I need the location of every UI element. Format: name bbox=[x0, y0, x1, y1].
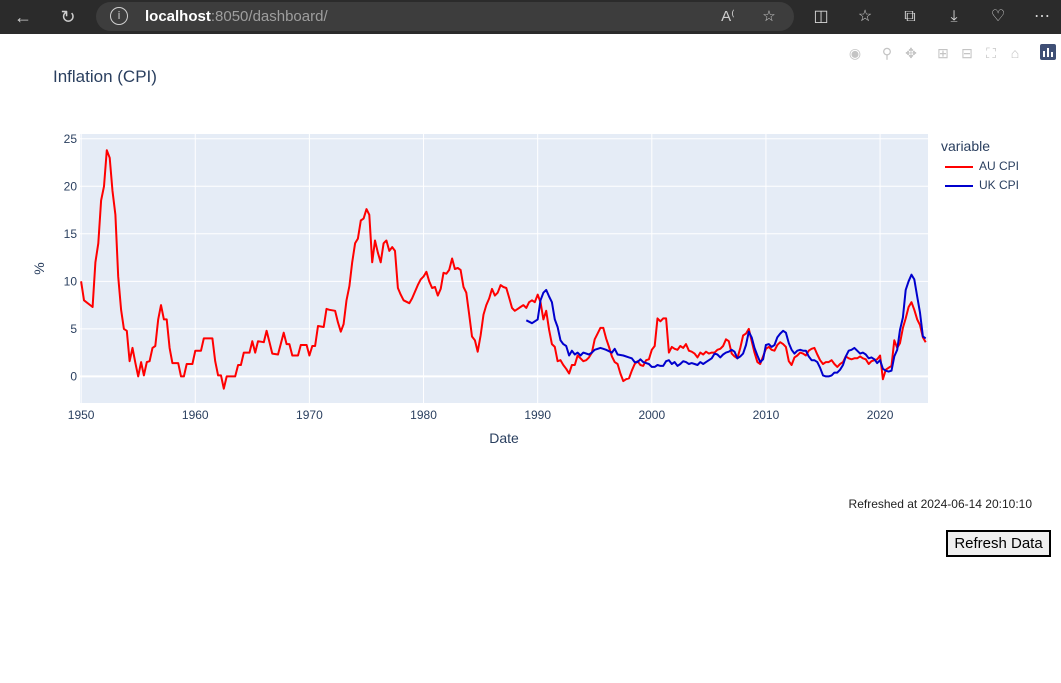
browser-health-icon[interactable]: ♡ bbox=[990, 8, 1006, 25]
pan-icon[interactable]: ✥ bbox=[905, 45, 917, 61]
x-tick-label: 2000 bbox=[638, 408, 665, 422]
legend-label-au: AU CPI bbox=[979, 159, 1020, 173]
autoscale-icon[interactable]: ⛶ bbox=[986, 45, 996, 61]
back-icon[interactable]: ← bbox=[14, 7, 32, 27]
legend-swatch-uk bbox=[945, 185, 973, 187]
reset-axes-icon[interactable]: ⌂ bbox=[1010, 45, 1020, 61]
refreshed-timestamp: Refreshed at 2024-06-14 20:10:10 bbox=[848, 497, 1032, 511]
series-line-uk-cpi bbox=[525, 273, 927, 378]
y-tick-label: 5 bbox=[70, 322, 77, 336]
chart-title: Inflation (CPI) bbox=[53, 67, 157, 86]
collections-icon[interactable]: ⧉ bbox=[904, 8, 916, 25]
zoom-in-icon[interactable]: ⊞ bbox=[937, 45, 949, 61]
y-tick-label: 25 bbox=[64, 132, 78, 146]
y-tick-label: 10 bbox=[64, 274, 78, 288]
read-aloud-icon[interactable]: A⁽ bbox=[721, 8, 735, 25]
camera-icon[interactable]: ◉ bbox=[848, 45, 862, 61]
x-tick-label: 1980 bbox=[410, 408, 437, 422]
favorite-icon[interactable]: ☆ bbox=[762, 8, 776, 25]
x-tick-label: 1990 bbox=[524, 408, 551, 422]
legend-swatch-au bbox=[945, 166, 973, 168]
more-icon[interactable]: ⋯ bbox=[1034, 8, 1050, 25]
x-axis-title: Date bbox=[489, 430, 519, 446]
browser-toolbar: ← ↻ i localhost:8050/dashboard/ A⁽ ☆ ◫ ☆… bbox=[0, 0, 1061, 34]
x-tick-label: 2010 bbox=[753, 408, 780, 422]
legend-label-uk: UK CPI bbox=[979, 178, 1020, 192]
line-chart[interactable]: 1950 1960 1970 1980 1990 2000 2010 2020 0 5 10 15 20… bbox=[0, 34, 1061, 474]
zoom-out-icon[interactable]: ⊟ bbox=[961, 45, 973, 61]
downloads-icon[interactable]: ⤓ bbox=[950, 8, 958, 25]
favorites-icon[interactable]: ☆ bbox=[857, 8, 873, 25]
y-tick-label: 0 bbox=[70, 369, 77, 383]
url-host: localhost bbox=[145, 8, 211, 25]
series-line-au-cpi bbox=[80, 149, 927, 390]
legend-title: variable bbox=[941, 138, 991, 154]
info-icon[interactable]: i bbox=[110, 7, 128, 25]
zoom-icon[interactable]: ⚲ bbox=[881, 45, 893, 61]
y-tick-label: 15 bbox=[64, 227, 78, 241]
plotly-logo-icon[interactable] bbox=[1040, 44, 1056, 60]
y-tick-label: 20 bbox=[64, 179, 78, 193]
split-screen-icon[interactable]: ◫ bbox=[813, 8, 829, 25]
y-axis-title: % bbox=[31, 262, 47, 274]
x-tick-label: 2020 bbox=[867, 408, 894, 422]
x-tick-label: 1960 bbox=[182, 408, 209, 422]
plot-area bbox=[80, 134, 928, 403]
address-bar[interactable]: i localhost:8050/dashboard/ A⁽ ☆ bbox=[96, 2, 794, 31]
x-tick-label: 1970 bbox=[296, 408, 323, 422]
reload-icon[interactable]: ↻ bbox=[60, 7, 76, 27]
address-url[interactable]: localhost:8050/dashboard/ bbox=[145, 8, 328, 25]
refresh-data-button[interactable]: Refresh Data bbox=[946, 530, 1051, 557]
x-tick-label: 1950 bbox=[68, 408, 95, 422]
url-path: :8050/dashboard/ bbox=[210, 8, 328, 25]
